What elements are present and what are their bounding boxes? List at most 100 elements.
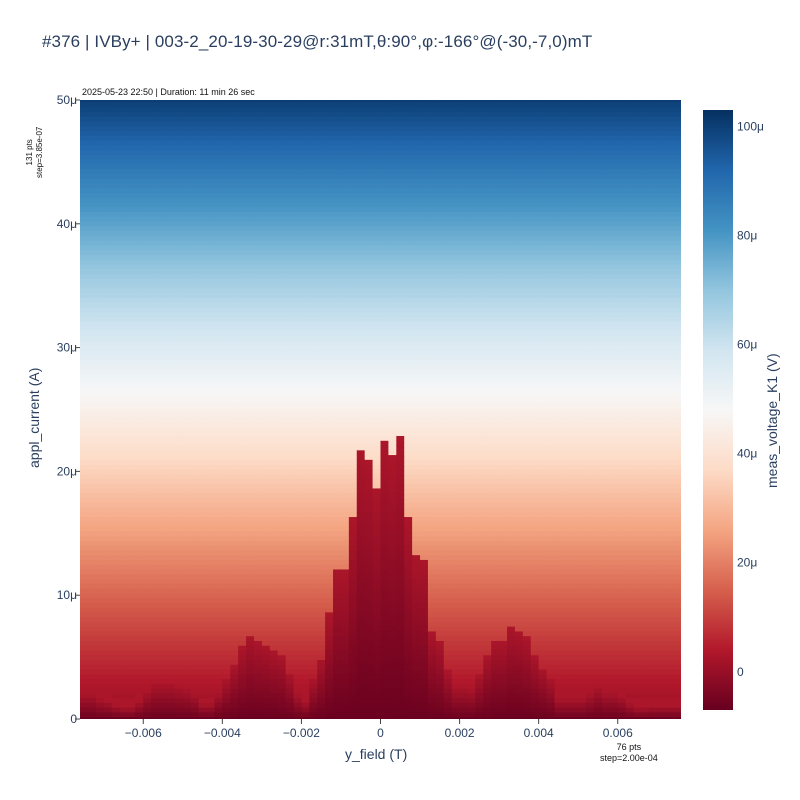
heatmap-cell: [372, 707, 382, 713]
heatmap-cell: [151, 430, 160, 437]
heatmap-cell: [372, 549, 382, 556]
heatmap-cell: [111, 564, 121, 570]
heatmap-cell: [364, 487, 374, 494]
heatmap-cell: [87, 387, 97, 394]
heatmap-cell: [325, 635, 334, 641]
heatmap-cell: [111, 154, 121, 160]
heatmap-cell: [127, 421, 136, 427]
heatmap-cell: [333, 125, 342, 131]
heatmap-cell: [87, 178, 97, 184]
heatmap-cell: [143, 340, 152, 346]
heatmap-cell: [151, 587, 160, 594]
heatmap-cell: [230, 268, 239, 274]
heatmap-cell: [230, 230, 239, 236]
heatmap-cell: [364, 378, 374, 384]
heatmap-cell: [293, 382, 303, 389]
heatmap-cell: [317, 287, 326, 294]
heatmap-cell: [340, 354, 350, 360]
heatmap-cell: [333, 135, 342, 141]
heatmap-cell: [293, 158, 303, 165]
heatmap-cell: [317, 197, 326, 203]
heatmap-cell: [301, 707, 310, 713]
heatmap-cell: [246, 292, 255, 298]
heatmap-cell: [364, 716, 374, 719]
heatmap-cell: [372, 645, 382, 651]
heatmap-cell: [222, 378, 231, 384]
heatmap-cell: [190, 378, 200, 384]
heatmap-cell: [119, 535, 129, 541]
heatmap-cell: [340, 268, 350, 274]
heatmap-cell: [151, 173, 160, 179]
heatmap-cell: [222, 454, 231, 460]
heatmap-cell: [159, 630, 168, 637]
heatmap-cell: [325, 387, 334, 394]
heatmap-cell: [246, 492, 255, 498]
heatmap-cell: [80, 530, 89, 537]
heatmap-cell: [95, 530, 105, 537]
heatmap-cell: [333, 435, 342, 441]
heatmap-cell: [253, 359, 263, 365]
heatmap-cell: [143, 359, 152, 365]
heatmap-cell: [95, 702, 105, 708]
heatmap-cell: [190, 116, 200, 122]
heatmap-cell: [230, 378, 239, 384]
heatmap-cell: [372, 626, 382, 632]
heatmap-cell: [174, 592, 184, 599]
heatmap-cell: [356, 435, 366, 441]
heatmap-cell: [182, 535, 192, 541]
heatmap-cell: [190, 444, 200, 451]
heatmap-cell: [333, 397, 342, 403]
heatmap-cell: [261, 673, 271, 680]
heatmap-cell: [87, 511, 97, 518]
heatmap-cell: [166, 592, 176, 599]
heatmap-cell: [119, 583, 129, 589]
heatmap-cell: [356, 545, 366, 551]
heatmap-cell: [301, 702, 310, 708]
heatmap-cell: [285, 578, 295, 584]
heatmap-cell: [143, 487, 152, 494]
heatmap-cell: [317, 216, 326, 222]
heatmap-cell: [206, 468, 216, 475]
heatmap-cell: [238, 225, 247, 232]
heatmap-cell: [261, 120, 271, 127]
heatmap-cell: [95, 225, 105, 232]
heatmap-cell: [309, 100, 318, 103]
heatmap-cell: [364, 525, 374, 532]
heatmap-cell: [261, 344, 271, 351]
heatmap-cell: [198, 120, 208, 127]
heatmap-cell: [333, 559, 342, 565]
heatmap-cell: [190, 668, 200, 675]
heatmap-cell: [301, 392, 310, 398]
heatmap-cell: [309, 478, 318, 484]
heatmap-cell: [198, 149, 208, 155]
heatmap-cell: [293, 100, 303, 103]
heatmap-cell: [348, 478, 358, 484]
heatmap-cell: [253, 478, 263, 484]
heatmap-cell: [238, 125, 247, 131]
heatmap-cell: [198, 306, 208, 313]
heatmap-cell: [111, 640, 121, 646]
heatmap-cell: [325, 301, 334, 308]
heatmap-cell: [356, 530, 366, 537]
heatmap-cell: [222, 144, 231, 151]
heatmap-cell: [135, 459, 144, 465]
heatmap-cell: [356, 583, 366, 589]
heatmap-cell: [182, 473, 192, 479]
heatmap-cell: [135, 225, 144, 232]
heatmap-cell: [230, 321, 239, 327]
heatmap-cell: [95, 130, 105, 136]
heatmap-cell: [253, 678, 263, 684]
heatmap-cell: [269, 621, 279, 627]
heatmap-cell: [246, 683, 255, 689]
heatmap-cell: [190, 301, 200, 308]
heatmap-cell: [293, 130, 303, 136]
heatmap-cell: [340, 192, 350, 198]
heatmap-cell: [340, 230, 350, 236]
heatmap-cell: [190, 192, 200, 198]
heatmap-cell: [80, 278, 89, 284]
heatmap-cell: [143, 321, 152, 327]
heatmap-cell: [127, 416, 136, 422]
heatmap-cell: [285, 711, 295, 718]
heatmap-cell: [198, 292, 208, 298]
